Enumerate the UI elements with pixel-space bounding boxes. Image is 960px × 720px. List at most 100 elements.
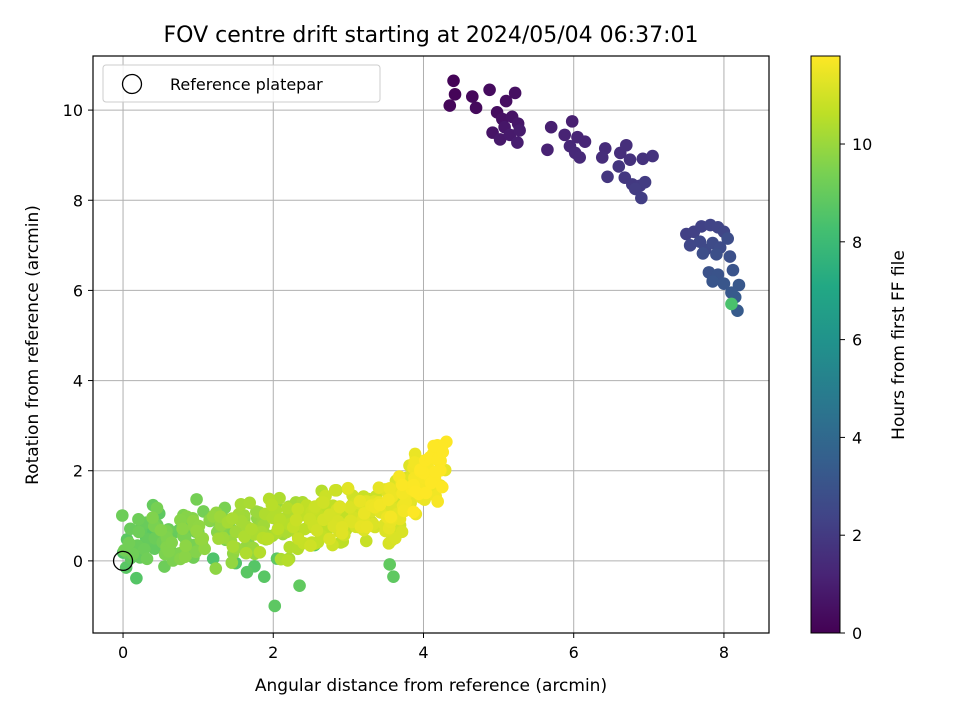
data-point: [115, 509, 129, 522]
data-point: [353, 494, 367, 508]
data-point: [612, 160, 626, 173]
data-point: [323, 508, 336, 522]
y-tick-label: 6: [73, 281, 83, 300]
data-point: [384, 510, 398, 524]
data-points: [112, 74, 746, 613]
chart-title: FOV centre drift starting at 2024/05/04 …: [164, 23, 699, 48]
y-axis-label: Rotation from reference (arcmin): [23, 205, 43, 485]
y-tick-label: 10: [63, 101, 83, 120]
data-point: [359, 534, 373, 548]
x-tick-label: 4: [418, 643, 428, 662]
legend: Reference platepar: [102, 64, 381, 103]
axis-ticks: 0 2 4 6 8 0 2 4 6 8 10: [63, 101, 729, 662]
y-tick-label: 0: [73, 552, 83, 571]
data-point: [150, 501, 164, 515]
data-point: [436, 445, 450, 459]
data-point: [513, 124, 526, 137]
data-point: [130, 571, 143, 585]
data-point: [190, 524, 203, 538]
data-point: [265, 498, 279, 512]
data-point: [429, 465, 442, 478]
data-point: [122, 536, 136, 550]
data-point: [291, 532, 305, 545]
data-point: [304, 539, 317, 552]
data-point: [395, 525, 409, 539]
data-point: [483, 83, 496, 97]
data-point: [176, 522, 189, 536]
y-tick-label: 4: [73, 372, 83, 391]
y-tick-label: 2: [73, 462, 83, 481]
data-point: [721, 232, 734, 245]
x-tick-label: 8: [719, 643, 729, 662]
data-point: [623, 153, 637, 166]
data-point: [257, 570, 271, 583]
data-point: [683, 239, 697, 252]
colorbar-tick-label: 4: [852, 428, 862, 447]
data-point: [328, 483, 342, 497]
data-point: [723, 250, 737, 263]
data-point: [558, 128, 571, 142]
data-point: [469, 101, 483, 115]
data-point: [341, 481, 355, 495]
data-point: [226, 540, 240, 553]
colorbar-gradient: [810, 55, 841, 634]
data-point: [132, 525, 146, 539]
data-point: [291, 502, 305, 516]
data-point: [395, 478, 409, 492]
data-point: [310, 524, 324, 537]
data-point: [165, 536, 178, 549]
data-point: [424, 476, 438, 490]
x-tick-label: 0: [118, 643, 128, 662]
data-point: [717, 277, 731, 290]
data-point: [419, 486, 433, 500]
data-point: [431, 495, 444, 508]
data-point: [541, 143, 554, 157]
data-point: [206, 552, 220, 565]
x-tick-label: 6: [569, 643, 579, 662]
data-point: [281, 501, 294, 515]
data-point: [383, 558, 396, 571]
data-point: [578, 135, 592, 148]
data-point: [397, 504, 411, 518]
data-point: [335, 527, 349, 540]
data-point: [407, 505, 420, 519]
data-point: [146, 511, 159, 525]
data-point: [409, 485, 422, 498]
data-point: [435, 480, 449, 494]
data-point: [132, 513, 145, 526]
data-point: [178, 550, 192, 564]
data-point: [273, 513, 287, 526]
data-point: [427, 439, 440, 453]
data-point: [595, 151, 609, 164]
data-point: [619, 138, 633, 152]
data-point: [271, 522, 285, 536]
data-point: [240, 565, 254, 579]
legend-box: [102, 64, 381, 103]
data-point: [710, 248, 723, 261]
grid-lines: [93, 56, 769, 633]
data-point: [154, 523, 168, 537]
data-point: [209, 562, 223, 575]
legend-marker-reference: [121, 73, 143, 95]
data-point: [253, 545, 267, 559]
data-point: [635, 191, 648, 205]
data-point: [317, 496, 330, 509]
data-point: [225, 512, 239, 525]
data-point: [293, 579, 306, 592]
data-point: [636, 152, 650, 166]
data-point: [466, 90, 479, 103]
data-point: [382, 493, 395, 507]
data-point: [565, 115, 579, 128]
colorbar-tick-label: 10: [852, 135, 872, 154]
data-point: [696, 247, 710, 260]
data-point: [243, 496, 257, 510]
data-point: [239, 546, 253, 560]
data-point: [443, 99, 457, 112]
legend-entry-reference: Reference platepar: [170, 75, 323, 94]
data-point: [333, 500, 346, 514]
data-point: [646, 149, 659, 163]
reference-point-marker: [112, 550, 134, 572]
colorbar-tick-label: 6: [852, 331, 862, 350]
data-point: [725, 297, 738, 311]
data-point: [601, 170, 614, 184]
